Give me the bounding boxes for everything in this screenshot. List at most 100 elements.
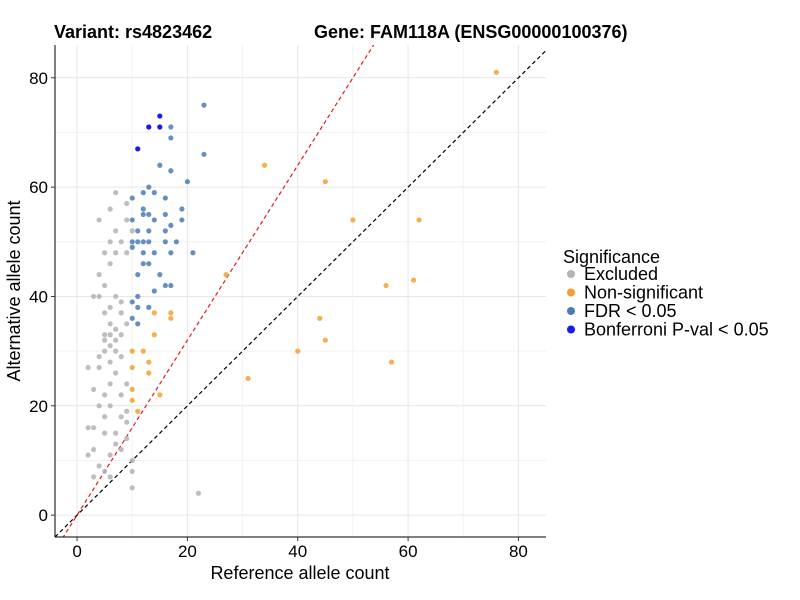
point-excluded — [118, 392, 124, 398]
point-excluded — [113, 370, 119, 376]
point-fdr — [129, 195, 135, 201]
point-excluded — [124, 381, 130, 387]
legend-swatch-excluded — [567, 270, 575, 278]
point-fdr — [151, 190, 157, 196]
point-fdr — [201, 102, 207, 108]
point-fdr — [146, 184, 152, 190]
point-nonsig — [146, 359, 152, 365]
legend-label-nonsig: Non-significant — [584, 283, 703, 303]
point-excluded — [107, 359, 113, 365]
y-axis-ticks: 0 20 40 60 80 — [29, 69, 55, 525]
point-fdr — [146, 239, 152, 245]
point-fdr — [168, 282, 174, 289]
point-excluded — [91, 474, 97, 480]
point-excluded — [107, 381, 113, 387]
point-excluded — [124, 419, 130, 425]
point-fdr — [157, 162, 163, 168]
y-tick-label: 0 — [39, 506, 48, 525]
legend-label-bonf: Bonferroni P-val < 0.05 — [584, 320, 769, 340]
point-excluded — [118, 414, 124, 420]
point-fdr — [140, 190, 146, 196]
point-bonf — [146, 124, 152, 130]
point-fdr — [162, 239, 168, 245]
point-fdr — [157, 272, 163, 278]
point-excluded — [102, 468, 108, 474]
x-axis-title: Reference allele count — [210, 563, 389, 583]
point-excluded — [113, 441, 119, 447]
point-nonsig — [388, 359, 395, 365]
point-fdr — [146, 211, 152, 218]
point-fdr — [135, 304, 141, 310]
x-tick-label: 0 — [72, 542, 81, 561]
point-excluded — [107, 261, 113, 267]
series-nonsig — [129, 69, 499, 414]
point-excluded — [113, 326, 119, 332]
point-excluded — [102, 332, 108, 338]
point-excluded — [96, 463, 102, 469]
point-excluded — [113, 348, 119, 354]
y-axis-title: Alternative allele count — [4, 200, 24, 381]
legend-swatch-fdr — [567, 307, 575, 315]
point-fdr — [140, 211, 146, 218]
legend-label-fdr: FDR < 0.05 — [584, 301, 677, 321]
point-excluded — [118, 354, 124, 360]
point-excluded — [118, 239, 124, 245]
point-excluded — [107, 304, 113, 310]
point-fdr — [146, 304, 152, 310]
point-nonsig — [140, 348, 146, 354]
point-fdr — [201, 151, 207, 157]
point-nonsig — [146, 370, 152, 376]
point-excluded — [102, 414, 108, 420]
point-excluded — [96, 354, 102, 360]
point-excluded — [102, 250, 108, 256]
point-excluded — [129, 228, 135, 234]
point-nonsig — [129, 397, 135, 403]
y-tick-label: 60 — [29, 178, 48, 197]
point-excluded — [129, 457, 135, 464]
point-fdr — [135, 272, 141, 278]
point-excluded — [124, 200, 130, 207]
point-excluded — [96, 403, 102, 409]
point-excluded — [107, 239, 113, 245]
point-fdr — [146, 228, 152, 234]
legend-swatch-nonsig — [567, 288, 575, 297]
point-nonsig — [135, 408, 141, 414]
chart-title-gene: Gene: FAM118A (ENSG00000100376) — [314, 22, 628, 42]
x-tick-label: 20 — [178, 542, 197, 561]
point-fdr — [162, 211, 168, 218]
point-nonsig — [322, 337, 328, 343]
point-excluded — [113, 250, 119, 256]
point-excluded — [118, 310, 124, 316]
point-excluded — [107, 474, 113, 480]
point-excluded — [124, 250, 130, 256]
reference-lines — [55, 45, 546, 537]
y-tick-label: 20 — [29, 397, 48, 416]
point-excluded — [195, 490, 202, 496]
point-excluded — [91, 386, 97, 392]
point-fdr — [190, 250, 196, 256]
point-nonsig — [295, 348, 301, 354]
plot-area: 0 20 40 60 80 0 20 40 60 80 — [29, 45, 546, 561]
y-tick-label: 80 — [29, 69, 48, 88]
series-excluded — [85, 190, 202, 496]
point-excluded — [124, 436, 130, 442]
point-nonsig — [350, 217, 356, 223]
point-excluded — [96, 293, 102, 300]
point-excluded — [91, 425, 97, 431]
point-nonsig — [410, 277, 417, 283]
point-excluded — [113, 337, 119, 343]
point-nonsig — [151, 332, 157, 338]
point-nonsig — [245, 375, 251, 382]
point-excluded — [91, 293, 97, 300]
point-excluded — [96, 364, 102, 371]
point-excluded — [102, 430, 108, 436]
point-excluded — [124, 408, 130, 414]
y-tick-label: 40 — [29, 287, 48, 306]
point-excluded — [124, 321, 130, 327]
point-excluded — [113, 190, 119, 196]
point-fdr — [135, 239, 141, 245]
point-fdr — [168, 168, 174, 174]
point-nonsig — [493, 69, 499, 75]
point-fdr — [129, 315, 135, 321]
x-tick-label: 40 — [288, 542, 307, 561]
